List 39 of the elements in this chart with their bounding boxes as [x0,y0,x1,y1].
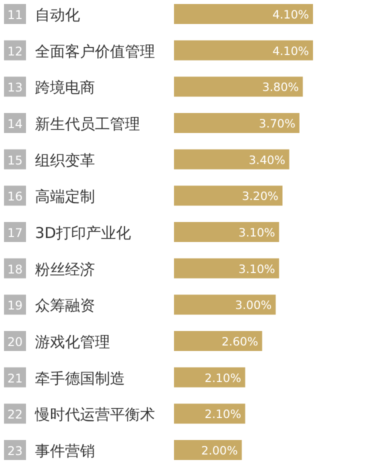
text: 23 [7,444,23,458]
data-label: 2.60% [222,334,258,348]
y-tick-label: 跨境电商 [35,78,95,97]
data-label: 2.00% [201,444,238,458]
text: 17 [7,226,23,240]
y-tick-label: 3D打印产业化 [35,224,132,242]
text: 18 [7,262,23,276]
data-label: 2.10% [204,407,242,422]
text: 20 [7,335,23,349]
text: 15 [7,153,23,168]
y-tick-label: 粉丝经济 [35,260,95,278]
data-label: 3.40% [248,152,286,167]
text: 16 [7,190,23,204]
text: 11 [7,8,23,22]
data-label: 2.10% [204,370,242,385]
y-tick-label: 游戏化管理 [35,333,110,351]
data-label: 3.10% [238,262,276,276]
text: 21 [7,371,23,386]
y-tick-label: 牵手德国制造 [35,369,125,388]
y-tick-label: 组织变革 [35,151,95,170]
y-tick-label: 自动化 [35,6,80,24]
text: 12 [7,44,23,58]
text: 14 [7,117,23,131]
y-tick-label: 新生代员工管理 [35,115,140,133]
data-label: 3.70% [258,116,296,130]
data-label: 4.10% [272,8,310,22]
data-label: 3.00% [235,298,272,312]
data-label: 4.10% [272,44,310,58]
text: 19 [7,298,23,313]
y-tick-label: 事件营销 [35,442,95,460]
y-tick-label: 全面客户价值管理 [35,42,155,60]
text: 13 [7,80,23,95]
y-tick-label: 高端定制 [35,188,95,206]
data-label: 3.10% [238,226,276,240]
text: 22 [7,408,23,422]
y-tick-label: 慢时代运营平衡术 [34,406,155,424]
y-tick-label: 众筹融资 [35,296,95,315]
data-label: 3.20% [242,189,279,204]
data-label: 3.80% [262,80,299,94]
